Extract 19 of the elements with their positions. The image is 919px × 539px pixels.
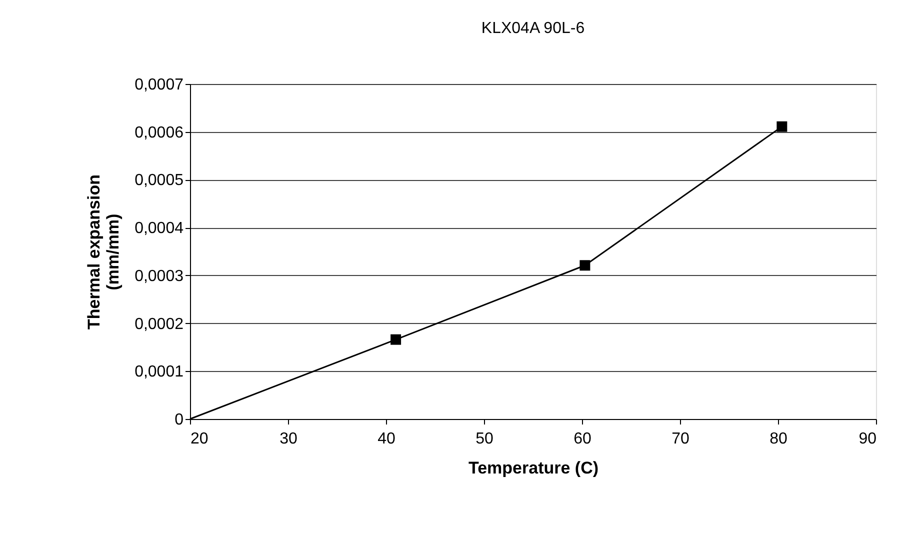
y-tick-label: 0,0003	[134, 268, 184, 285]
y-tick-label: 0,0005	[134, 172, 184, 190]
x-tick-label: 50	[476, 430, 494, 448]
y-tick-label: 0,0006	[134, 124, 184, 142]
x-tick-label: 70	[672, 430, 690, 448]
x-tick-label: 90	[858, 430, 877, 448]
y-tick-label: 0	[174, 412, 184, 428]
y-tick-label: 0,0004	[134, 220, 184, 238]
y-tick-label: 0,0001	[134, 364, 184, 381]
y-axis-title: Thermal expansion (mm/mm)	[84, 174, 123, 330]
y-tick-label: 0,0007	[134, 76, 184, 94]
x-tick-label: 40	[378, 430, 396, 448]
x-tick-label: 20	[190, 430, 208, 448]
chart-title: KLX04A 90L-6	[481, 20, 585, 37]
x-tick-label: 30	[280, 430, 298, 448]
y-tick-label: 0,0002	[134, 316, 184, 333]
x-tick-label: 60	[574, 430, 592, 448]
x-axis-title: Temperature (C)	[468, 458, 599, 478]
x-tick-label: 80	[770, 430, 788, 448]
